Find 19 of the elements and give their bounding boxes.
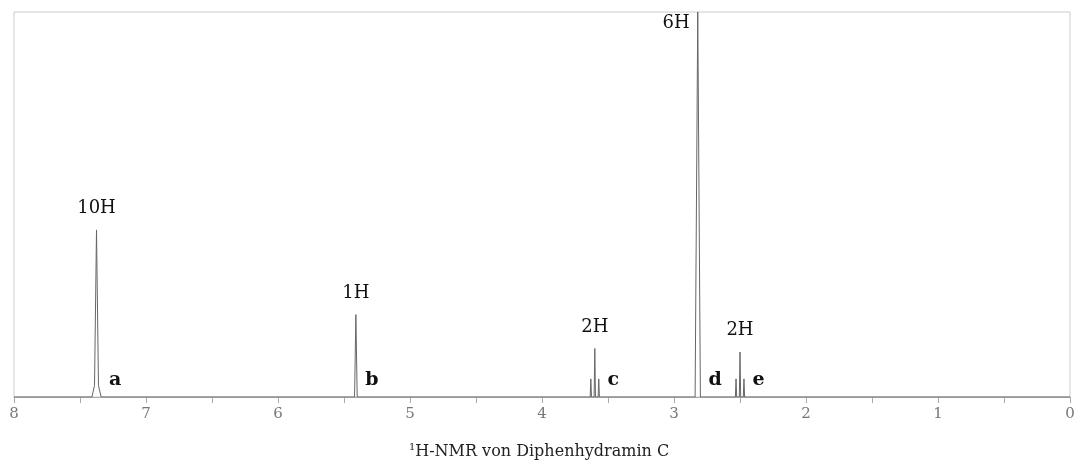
annotation: 1H — [342, 281, 370, 303]
x-tick-label: 0 — [1065, 403, 1075, 422]
annotation: 10H — [77, 196, 116, 218]
x-tick-label: 3 — [669, 403, 679, 422]
annotation: 2H — [581, 314, 609, 336]
annotation: 6H — [662, 10, 690, 32]
annotation: 2H — [726, 318, 754, 340]
x-tick-label: 5 — [405, 403, 415, 422]
annotation: c — [607, 366, 619, 389]
x-tick-label: 7 — [141, 403, 151, 422]
annotation: b — [365, 366, 379, 389]
annotation: e — [752, 366, 765, 389]
x-tick-label: 1 — [933, 403, 943, 422]
annotation: d — [708, 366, 722, 389]
annotation: a — [109, 366, 122, 389]
x-tick-label: 8 — [9, 403, 19, 422]
x-tick-label: 2 — [801, 403, 811, 422]
x-tick-label: 6 — [273, 403, 283, 422]
x-tick-label: 4 — [537, 403, 547, 422]
